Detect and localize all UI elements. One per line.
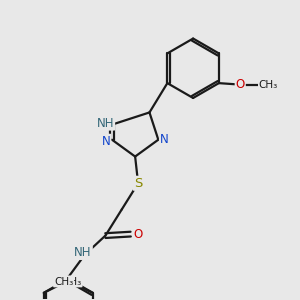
Text: CH₃: CH₃ [62, 277, 82, 286]
Text: CH₃: CH₃ [54, 277, 73, 286]
Text: O: O [236, 78, 245, 91]
Text: N: N [102, 135, 110, 148]
Text: NH: NH [97, 117, 114, 130]
Text: NH: NH [74, 246, 92, 259]
Text: S: S [134, 177, 142, 190]
Text: N: N [160, 133, 169, 146]
Text: CH₃: CH₃ [259, 80, 278, 90]
Text: O: O [134, 228, 143, 241]
